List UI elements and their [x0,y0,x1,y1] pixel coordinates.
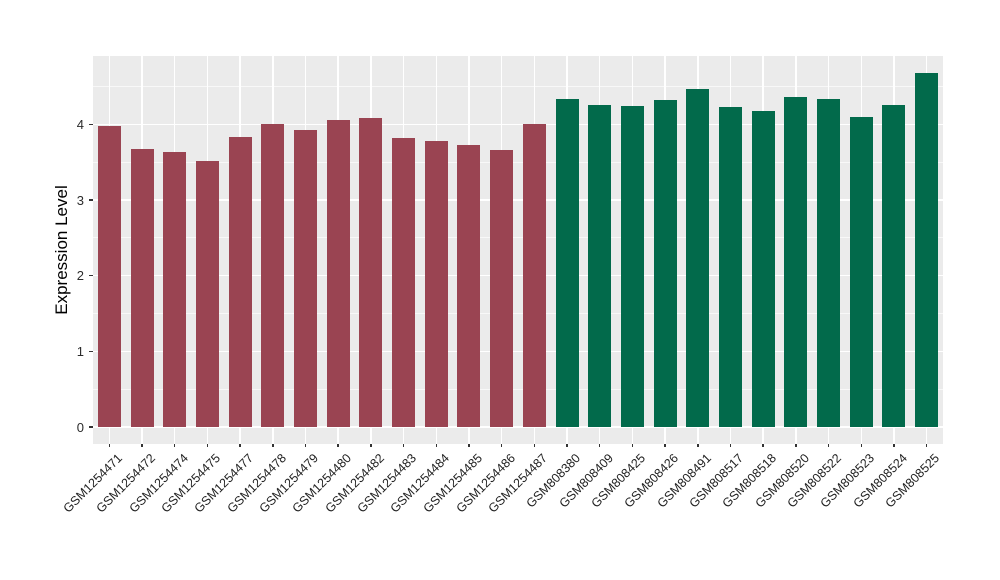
bar-GSM808380 [555,99,579,427]
x-tick [729,444,732,447]
x-tick [435,444,438,447]
y-tick-label: 1 [76,343,84,359]
bar-GSM1254472 [130,148,154,427]
x-tick [893,444,895,447]
bar-GSM1254482 [359,118,383,427]
x-tick [108,444,111,447]
x-tick [925,444,928,447]
gridline-major-y [93,274,943,277]
gridline-major-y [93,426,943,428]
y-axis-title-text: Expression Level [52,185,71,315]
x-tick [762,444,764,447]
x-tick [500,444,503,447]
y-tick [89,274,93,277]
bar-GSM1254474 [163,151,187,427]
x-tick [370,444,372,447]
gridline-major-y [93,123,943,126]
bar-GSM1254480 [326,119,350,427]
gridline-minor-y [93,237,943,239]
x-tick [402,444,405,447]
bar-GSM808491 [686,88,710,427]
gridline-major-y [93,199,943,201]
x-tick [795,444,797,447]
x-tick [272,444,274,447]
bar-GSM1254471 [97,125,121,427]
x-tick [664,444,666,447]
y-tick [89,199,93,201]
x-tick [206,444,209,447]
y-tick [89,426,93,428]
y-tick [89,123,93,126]
x-tick [141,444,143,447]
x-tick [533,444,536,447]
y-tick-label: 2 [76,268,84,284]
x-tick [827,444,830,447]
bar-GSM808520 [784,97,808,427]
gridline-minor-y [93,161,943,163]
x-tick [860,444,863,447]
x-tick [468,444,470,447]
bar-GSM1254485 [457,144,481,427]
gridline-major-y [93,350,943,353]
bar-GSM808523 [849,116,873,427]
x-tick [173,444,176,447]
x-tick [304,444,307,447]
gridline-minor-y [93,86,943,88]
bar-GSM1254486 [490,150,514,427]
x-tick [598,444,601,447]
bar-GSM1254478 [261,123,285,427]
bar-GSM808525 [915,72,939,427]
bar-GSM808524 [882,104,906,427]
bar-GSM808517 [719,107,742,427]
y-tick-label: 3 [76,192,84,208]
x-tick [337,444,339,447]
bar-GSM808425 [620,106,644,427]
bar-GSM808518 [751,110,775,427]
bar-GSM808522 [817,99,841,427]
x-tick [239,444,241,447]
y-tick-label: 4 [76,116,84,132]
bar-GSM808426 [653,100,677,427]
gridline-minor-y [93,313,943,315]
y-tick [89,350,93,353]
bar-GSM808409 [588,104,612,427]
x-tick [566,444,568,447]
bar-GSM1254475 [195,160,219,427]
plot-panel [93,56,943,444]
x-tick [697,444,699,447]
bar-GSM1254487 [522,123,546,427]
x-tick [631,444,634,447]
gridline-minor-y [93,388,943,390]
bar-GSM1254483 [392,138,416,427]
bar-GSM1254484 [424,141,448,427]
y-tick-label: 0 [76,419,84,435]
bar-GSM1254477 [228,136,252,427]
bar-GSM1254479 [294,129,317,427]
